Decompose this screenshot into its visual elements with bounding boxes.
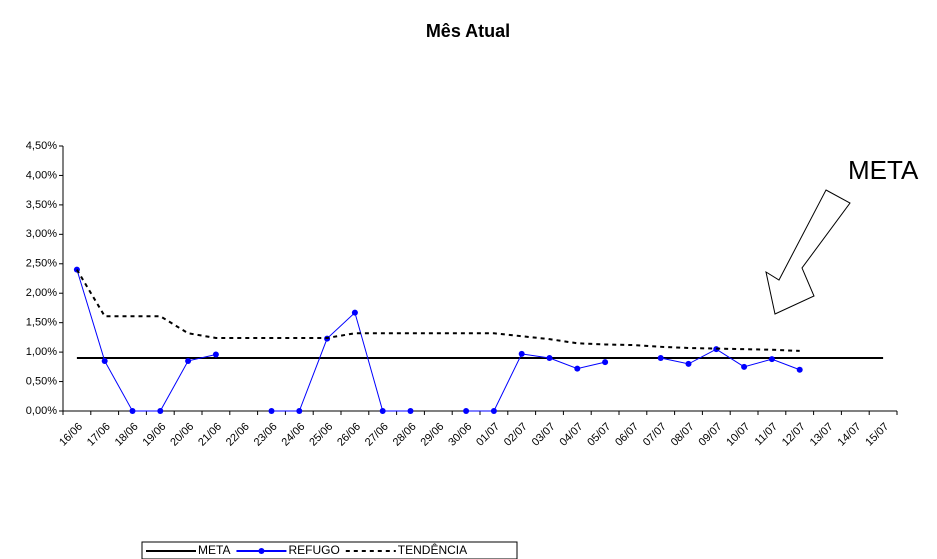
data-point [685, 360, 692, 367]
annotation: META [848, 155, 919, 185]
y-tick-label: 3,00% [26, 228, 57, 240]
x-tick-label: 14/07 [836, 421, 864, 449]
x-tick-label: 20/06 [168, 421, 196, 449]
data-point [518, 350, 525, 357]
x-tick-label: 07/07 [641, 421, 669, 449]
data-point [574, 365, 581, 372]
series-line [466, 353, 606, 412]
x-tick-label: 17/06 [85, 421, 113, 449]
data-point [741, 363, 748, 370]
x-tick-label: 12/07 [780, 421, 808, 449]
data-point [157, 408, 164, 414]
y-tick-label: 0,00% [26, 405, 57, 417]
data-point [546, 355, 553, 361]
data-point [212, 351, 219, 358]
y-tick-label: 0,50% [26, 375, 57, 387]
x-tick-label: 22/06 [224, 421, 252, 449]
x-tick-label: 04/07 [558, 421, 586, 449]
x-tick-label: 08/07 [669, 421, 697, 449]
x-tick-label: 02/07 [502, 421, 530, 449]
data-point [463, 408, 470, 414]
x-tick-label: 16/06 [57, 421, 85, 449]
data-point [296, 408, 303, 414]
y-tick-label: 2,00% [26, 287, 57, 299]
y-tick-label: 2,50% [26, 258, 57, 270]
annotation-arrow [765, 189, 851, 315]
series-line [76, 269, 800, 352]
data-point [602, 359, 609, 366]
legend-marker [258, 548, 265, 554]
y-tick-label: 3,50% [26, 199, 57, 211]
legend [141, 541, 518, 559]
x-tick-label: 01/07 [474, 421, 502, 449]
x-tick-label: 28/06 [391, 421, 419, 449]
data-point [490, 408, 497, 414]
x-tick-label: 15/07 [863, 421, 891, 449]
legend-label: REFUGO [288, 543, 339, 557]
x-tick-label: 29/06 [419, 421, 447, 449]
x-tick-label: 10/07 [724, 421, 752, 449]
x-tick-label: 18/06 [113, 421, 141, 449]
data-point [268, 408, 275, 414]
x-tick-label: 09/07 [697, 421, 725, 449]
chart-title: Mês Atual [426, 21, 510, 41]
data-point [185, 357, 192, 364]
data-point [796, 366, 803, 373]
x-tick-label: 05/07 [585, 421, 613, 449]
series-line [660, 348, 800, 371]
x-tick-label: 24/06 [280, 421, 308, 449]
x-tick-label: 27/06 [363, 421, 391, 449]
x-tick-label: 13/07 [808, 421, 836, 449]
data-point [351, 309, 358, 316]
y-tick-label: 4,00% [26, 169, 57, 181]
x-tick-label: 23/06 [252, 421, 280, 449]
x-tick-label: 06/07 [613, 421, 641, 449]
legend-label: META [198, 543, 230, 557]
y-tick-label: 4,50% [26, 140, 57, 152]
x-tick-label: 25/06 [307, 421, 335, 449]
series-line [76, 269, 217, 412]
y-tick-label: 1,00% [26, 346, 57, 358]
data-point [101, 357, 108, 364]
legend-label: TENDÊNCIA [398, 542, 467, 557]
y-tick-label: 1,50% [26, 317, 57, 329]
data-point [129, 408, 136, 414]
x-tick-label: 19/06 [141, 421, 169, 449]
data-point [657, 355, 664, 361]
x-tick-label: 21/06 [196, 421, 224, 449]
x-tick-label: 26/06 [335, 421, 363, 449]
series-line [271, 311, 411, 412]
data-point [407, 408, 414, 414]
x-tick-label: 30/06 [446, 421, 474, 449]
x-tick-label: 03/07 [530, 421, 558, 449]
x-tick-label: 11/07 [753, 421, 780, 448]
data-point [379, 408, 386, 414]
data-point [768, 356, 775, 363]
